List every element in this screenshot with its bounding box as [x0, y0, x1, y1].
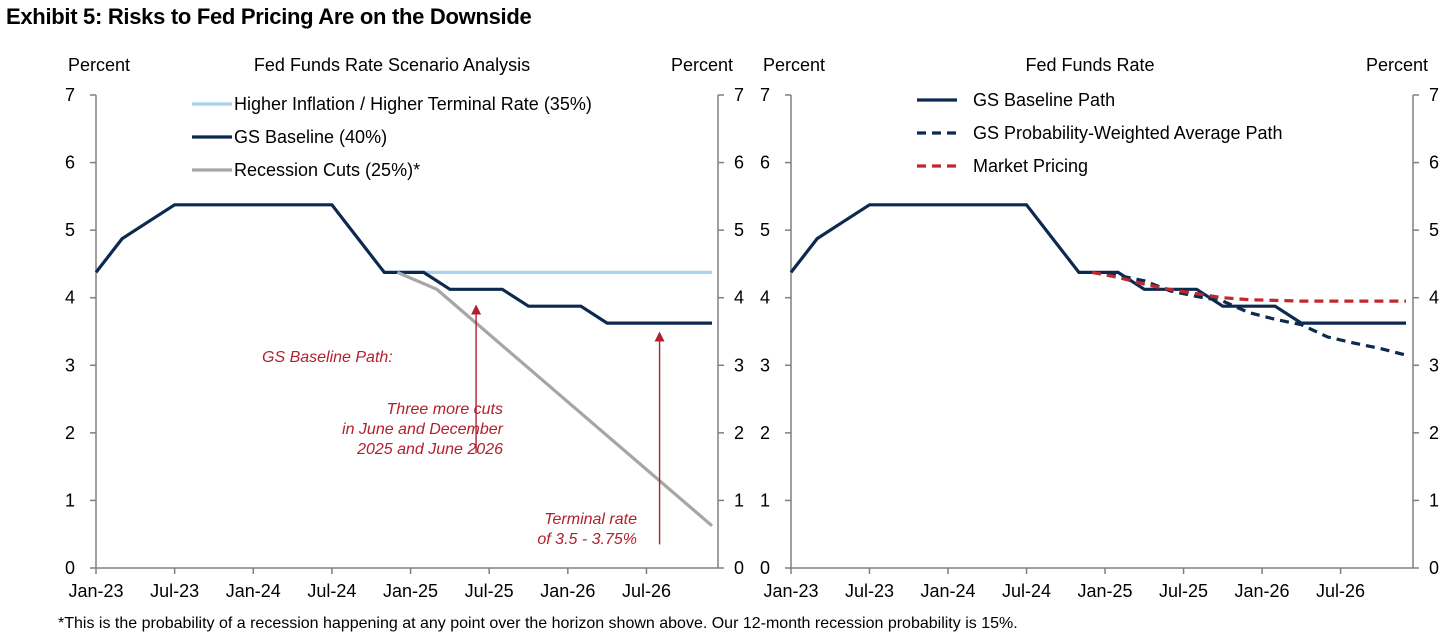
y-tick-label-right: 4 [734, 288, 744, 308]
y-tick-label-right: 0 [1429, 558, 1439, 578]
x-tick-label: Jan-25 [1078, 581, 1133, 601]
annotation-three-cuts-line: 2025 and June 2026 [356, 441, 503, 458]
y-tick-label-left: 2 [65, 423, 75, 443]
y-tick-label-right: 1 [1429, 490, 1439, 510]
y-tick-label-right: 2 [1429, 423, 1439, 443]
y-tick-label-left: 6 [760, 153, 770, 173]
footnote: *This is the probability of a recession … [58, 615, 1018, 632]
series-line-3 [1091, 270, 1406, 303]
annotation-three-cuts-line: in June and December [342, 421, 504, 438]
annotation-arrowhead-three-cuts [471, 304, 482, 315]
y-tick-label-left: 3 [760, 355, 770, 375]
x-tick-label: Jul-23 [150, 581, 199, 601]
y-tick-label-right: 7 [1429, 85, 1439, 105]
legend-label-1: GS Baseline Path [973, 90, 1115, 110]
x-tick-label: Jul-26 [622, 581, 671, 601]
legend-label-2: GS Probability-Weighted Average Path [973, 123, 1283, 143]
chart-panel-2: Fed Funds Rate Percent Percent 0 0 1 1 2 2 3 3 4 4 5 5… [760, 55, 1439, 601]
y-tick-label-right: 0 [734, 558, 744, 578]
annotation-terminal-rate-line: of 3.5 - 3.75% [537, 531, 637, 548]
y-tick-label-right: 2 [734, 423, 744, 443]
y-tick-label-right: 5 [1429, 220, 1439, 240]
chart-title: Fed Funds Rate [1025, 55, 1154, 75]
legend-label-2: GS Baseline (40%) [234, 127, 387, 147]
series-line-3 [396, 270, 714, 528]
legend-label-1: Higher Inflation / Higher Terminal Rate … [234, 94, 592, 114]
x-tick-label: Jan-24 [226, 581, 281, 601]
y-tick-label-right: 6 [734, 153, 744, 173]
chart-title: Fed Funds Rate Scenario Analysis [254, 55, 530, 75]
annotation-three-cuts-line: Three more cuts [387, 401, 503, 418]
x-tick-label: Jan-26 [540, 581, 595, 601]
y-tick-label-right: 1 [734, 490, 744, 510]
series-line-2 [94, 203, 712, 325]
y-tick-label-right: 7 [734, 85, 744, 105]
y-tick-label-left: 1 [760, 490, 770, 510]
y-tick-label-left: 2 [760, 423, 770, 443]
y-tick-label-left: 5 [65, 220, 75, 240]
series-line-1 [789, 203, 1406, 325]
x-tick-label: Jan-24 [920, 581, 975, 601]
annotation-baseline-path: GS Baseline Path: [262, 349, 393, 366]
y-tick-label-right: 6 [1429, 153, 1439, 173]
y-tick-label-left: 0 [65, 558, 75, 578]
exhibit-title: Exhibit 5: Risks to Fed Pricing Are on t… [6, 4, 532, 29]
y-tick-label-left: 4 [65, 288, 75, 308]
y-tick-label-left: 4 [760, 288, 770, 308]
x-tick-label: Jul-24 [307, 581, 356, 601]
annotation-arrowhead-terminal-rate [654, 331, 665, 342]
y-axis-label-left: Percent [763, 55, 825, 75]
legend-label-3: Recession Cuts (25%)* [234, 160, 420, 180]
y-tick-label-left: 3 [65, 355, 75, 375]
y-axis-label-right: Percent [1366, 55, 1428, 75]
x-tick-label: Jul-24 [1002, 581, 1051, 601]
x-tick-label: Jul-26 [1316, 581, 1365, 601]
y-axis-label-left: Percent [68, 55, 130, 75]
y-tick-label-left: 1 [65, 490, 75, 510]
y-axis-label-right: Percent [671, 55, 733, 75]
annotation-terminal-rate-line: Terminal rate [544, 511, 637, 528]
y-tick-label-left: 6 [65, 153, 75, 173]
y-tick-label-left: 7 [65, 85, 75, 105]
x-tick-label: Jul-25 [1159, 581, 1208, 601]
y-tick-label-right: 3 [734, 355, 744, 375]
y-tick-label-left: 7 [760, 85, 770, 105]
y-tick-label-left: 5 [760, 220, 770, 240]
x-tick-label: Jan-23 [68, 581, 123, 601]
y-tick-label-right: 3 [1429, 355, 1439, 375]
legend-label-3: Market Pricing [973, 156, 1088, 176]
series-line-2 [1091, 270, 1407, 357]
x-tick-label: Jan-23 [763, 581, 818, 601]
x-tick-label: Jul-25 [465, 581, 514, 601]
x-tick-label: Jul-23 [845, 581, 894, 601]
chart-panel-1: Fed Funds Rate Scenario Analysis Percent P… [65, 55, 744, 601]
y-tick-label-right: 5 [734, 220, 744, 240]
y-tick-label-left: 0 [760, 558, 770, 578]
x-tick-label: Jan-25 [383, 581, 438, 601]
y-tick-label-right: 4 [1429, 288, 1439, 308]
x-tick-label: Jan-26 [1235, 581, 1290, 601]
